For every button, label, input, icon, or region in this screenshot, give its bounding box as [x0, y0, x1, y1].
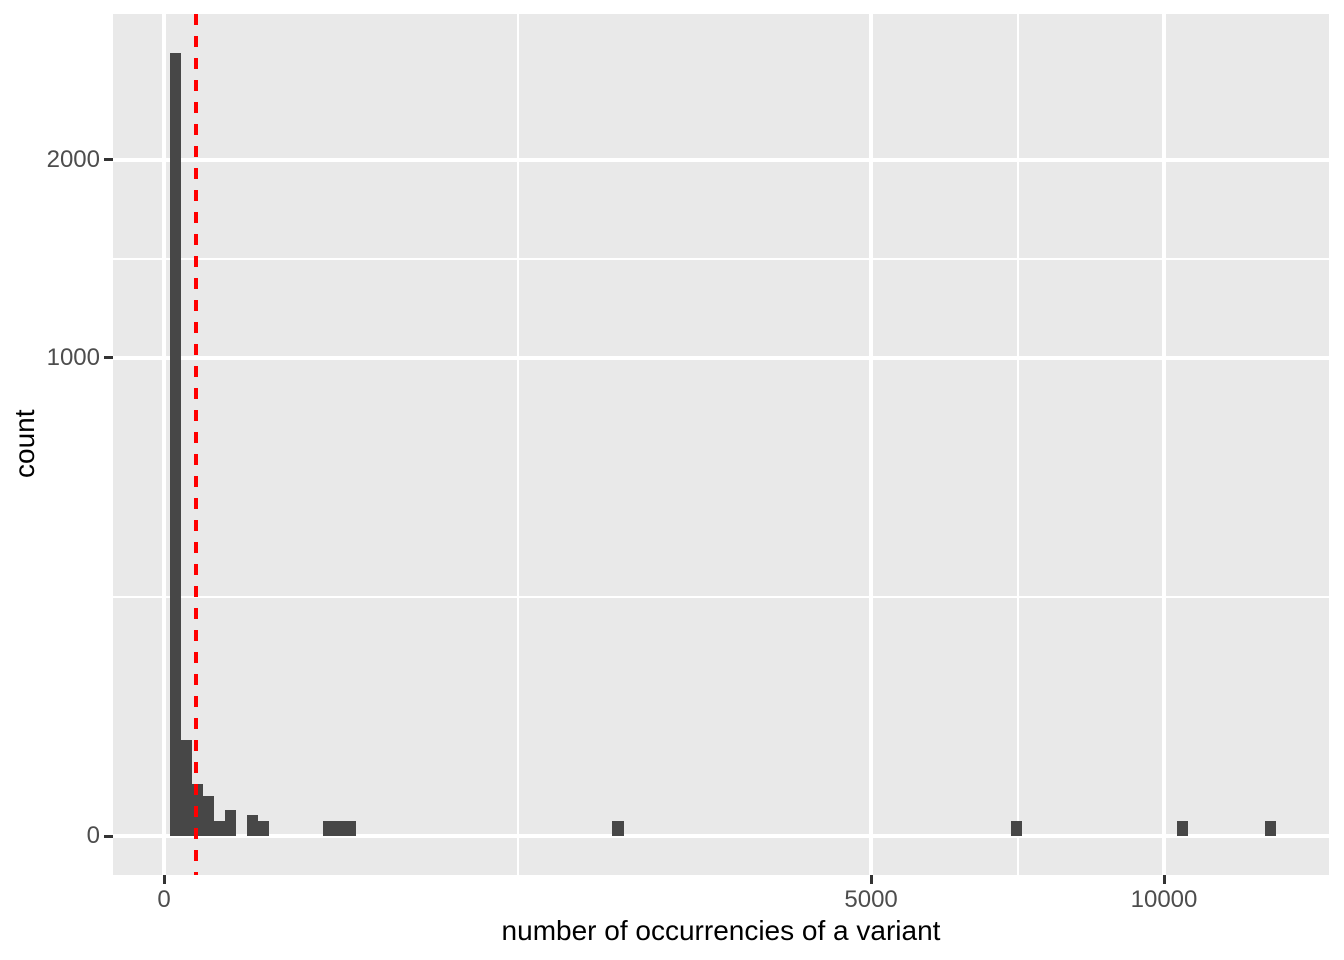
histogram-bar	[181, 740, 193, 836]
x-tick-mark	[869, 875, 873, 884]
y-tick-mark	[104, 834, 113, 838]
y-tick-mark	[104, 158, 113, 162]
gridline-y-major	[113, 834, 1329, 838]
histogram-bar	[344, 820, 356, 836]
gridline-x-minor	[516, 14, 519, 875]
histogram-bar	[170, 53, 182, 836]
x-tick-label: 10000	[1130, 886, 1198, 913]
y-tick-label: 1000	[46, 343, 100, 371]
gridline-x-major	[1162, 14, 1166, 875]
histogram-bar	[214, 820, 226, 836]
gridline-x-major	[869, 14, 873, 875]
histogram-bar	[612, 820, 624, 836]
x-axis-title: number of occurrencies of a variant	[501, 915, 941, 946]
y-axis-title: count	[9, 409, 40, 479]
gridline-y-minor	[113, 257, 1329, 260]
histogram-bar	[333, 820, 345, 836]
y-tick-label: 0	[86, 822, 100, 849]
gridline-y-minor	[113, 595, 1329, 598]
plot-panel	[113, 14, 1329, 875]
gridline-x-major	[162, 14, 166, 875]
gridline-x-minor	[1016, 14, 1019, 875]
histogram-bar	[1010, 820, 1022, 836]
x-tick-label: 5000	[844, 886, 898, 913]
threshold-vline	[193, 14, 198, 875]
histogram-bar	[322, 820, 334, 836]
histogram-bar	[1264, 820, 1276, 836]
histogram-bar	[1176, 820, 1188, 836]
x-tick-label: 0	[157, 886, 171, 913]
x-tick-mark	[162, 875, 166, 884]
x-tick-mark	[1162, 875, 1166, 884]
histogram-bar	[225, 809, 237, 836]
histogram-bar	[203, 796, 215, 836]
y-tick-mark	[104, 356, 113, 360]
gridline-y-major	[113, 356, 1329, 360]
gridline-y-major	[113, 158, 1329, 162]
histogram-bar	[247, 814, 259, 836]
histogram-bar	[258, 820, 270, 836]
y-tick-label: 2000	[46, 145, 100, 173]
